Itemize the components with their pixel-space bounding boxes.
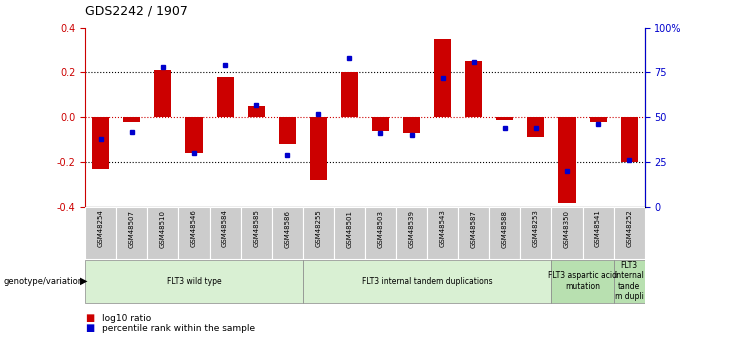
Bar — [179, 207, 210, 259]
Text: GSM48253: GSM48253 — [533, 209, 539, 247]
Text: GSM48501: GSM48501 — [346, 209, 353, 248]
Bar — [614, 207, 645, 259]
Bar — [365, 207, 396, 259]
Bar — [85, 260, 303, 303]
Bar — [590, 117, 607, 122]
Bar — [272, 207, 303, 259]
Bar — [465, 61, 482, 117]
Bar — [303, 207, 334, 259]
Bar — [427, 207, 458, 259]
Text: GSM48586: GSM48586 — [285, 209, 290, 248]
Bar — [334, 207, 365, 259]
Bar — [241, 207, 272, 259]
Bar — [496, 117, 514, 119]
Bar — [614, 260, 645, 303]
Text: FLT3 internal tandem duplications: FLT3 internal tandem duplications — [362, 277, 493, 286]
Bar — [434, 39, 451, 117]
Text: GSM48539: GSM48539 — [408, 209, 414, 248]
Text: FLT3 aspartic acid
mutation: FLT3 aspartic acid mutation — [548, 272, 617, 291]
Text: GSM48588: GSM48588 — [502, 209, 508, 248]
Text: GSM48507: GSM48507 — [129, 209, 135, 248]
Bar — [210, 207, 241, 259]
Text: GSM48546: GSM48546 — [191, 209, 197, 247]
Text: ▶: ▶ — [80, 276, 87, 286]
Bar — [620, 117, 638, 162]
Bar — [559, 117, 576, 203]
Text: genotype/variation: genotype/variation — [4, 277, 84, 286]
Bar — [551, 260, 614, 303]
Text: GSM48255: GSM48255 — [316, 209, 322, 247]
Bar — [582, 207, 614, 259]
Bar — [528, 117, 545, 137]
Text: log10 ratio: log10 ratio — [102, 314, 150, 323]
Text: FLT3
internal
tande
m dupli: FLT3 internal tande m dupli — [614, 261, 644, 301]
Text: ■: ■ — [85, 313, 94, 323]
Text: GDS2242 / 1907: GDS2242 / 1907 — [85, 4, 188, 17]
Text: GSM48587: GSM48587 — [471, 209, 476, 248]
Text: ■: ■ — [85, 323, 94, 333]
Bar — [147, 207, 179, 259]
Text: GSM48585: GSM48585 — [253, 209, 259, 247]
Bar — [185, 117, 202, 153]
Text: GSM48543: GSM48543 — [439, 209, 445, 247]
Text: FLT3 wild type: FLT3 wild type — [167, 277, 222, 286]
Bar — [247, 106, 265, 117]
Bar — [489, 207, 520, 259]
Text: GSM48510: GSM48510 — [160, 209, 166, 248]
Text: GSM48503: GSM48503 — [377, 209, 384, 248]
Bar — [123, 117, 140, 122]
Bar — [520, 207, 551, 259]
Bar — [279, 117, 296, 144]
Text: GSM48252: GSM48252 — [626, 209, 632, 247]
Bar — [310, 117, 327, 180]
Bar — [458, 207, 489, 259]
Text: GSM48584: GSM48584 — [222, 209, 228, 247]
Bar — [551, 207, 582, 259]
Bar — [341, 72, 358, 117]
Bar — [92, 117, 110, 169]
Bar — [216, 77, 233, 117]
Bar — [85, 207, 116, 259]
Bar — [403, 117, 420, 133]
Bar — [116, 207, 147, 259]
Text: percentile rank within the sample: percentile rank within the sample — [102, 324, 255, 333]
Text: GSM48254: GSM48254 — [98, 209, 104, 247]
Text: GSM48541: GSM48541 — [595, 209, 601, 247]
Text: GSM48350: GSM48350 — [564, 209, 570, 248]
Bar — [154, 70, 171, 117]
Bar — [303, 260, 551, 303]
Bar — [396, 207, 427, 259]
Bar — [372, 117, 389, 131]
